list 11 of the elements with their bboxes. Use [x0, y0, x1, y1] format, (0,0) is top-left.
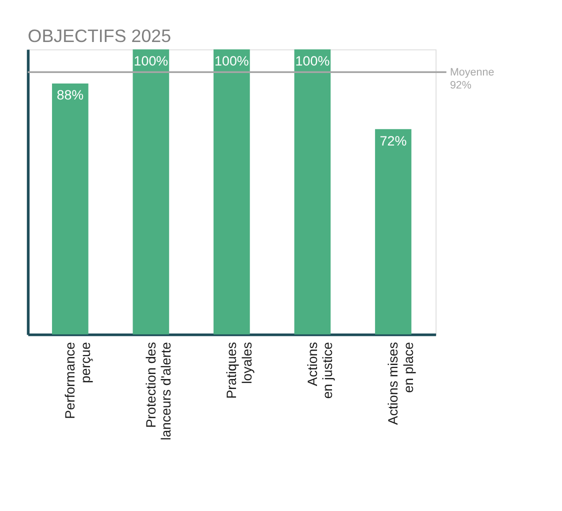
data-label: 72%	[380, 133, 407, 148]
data-label: 100%	[214, 53, 249, 68]
x-tick-label: Pratiques loyales	[224, 342, 254, 399]
chart-title: OBJECTIFS 2025	[28, 26, 172, 46]
x-tick-label: Actions en justice	[304, 342, 336, 399]
data-label: 100%	[295, 53, 330, 68]
x-tick-label: Performance perçue	[62, 342, 93, 419]
data-label: 88%	[56, 88, 84, 103]
data-label: 100%	[134, 53, 168, 68]
ref-line-label: Moyenne 92%	[450, 66, 494, 92]
x-tick-label: Actions mises en place	[386, 342, 416, 425]
